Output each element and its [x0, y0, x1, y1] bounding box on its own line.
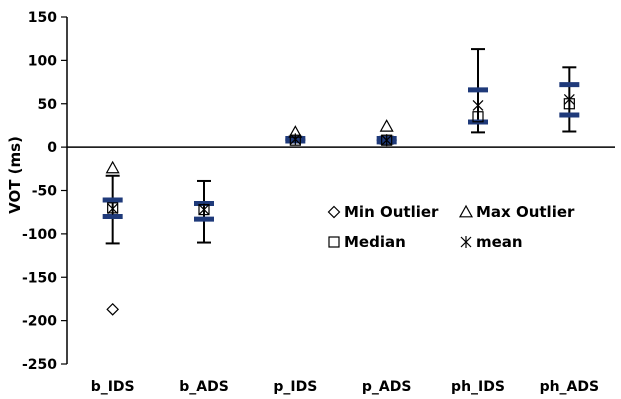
mean-marker — [198, 203, 210, 216]
x-tick-label: b_IDS — [91, 379, 135, 395]
x-tick-label: p_ADS — [362, 379, 412, 395]
y-tick-label: 100 — [28, 53, 57, 69]
legend-min-outlier-label: Min Outlier — [344, 203, 439, 221]
marks — [102, 48, 580, 316]
legend: Min Outlier Max Outlier Median mean — [327, 203, 575, 251]
y-axis-label: VOT (ms) — [6, 136, 24, 214]
y-tick-label: -200 — [22, 314, 57, 330]
y-tick-label: -50 — [32, 184, 58, 200]
median-marker — [328, 236, 340, 248]
mean-marker — [381, 134, 393, 147]
min-outlier-marker — [106, 302, 120, 316]
x-tick-label: p_IDS — [273, 379, 317, 395]
legend-mean-label: mean — [476, 233, 523, 251]
legend-median-label: Median — [344, 233, 406, 251]
y-tick-label: -100 — [22, 227, 57, 243]
legend-max-outlier-icon — [458, 204, 474, 218]
legend-max-outlier-label: Max Outlier — [476, 203, 575, 221]
box-p_IDS — [285, 125, 306, 146]
mean-marker — [460, 236, 472, 248]
max-outlier-marker — [379, 119, 394, 132]
median-marker — [472, 111, 484, 123]
max-outlier-marker — [105, 160, 120, 174]
y-tick-label: -250 — [22, 357, 57, 373]
y-tick-label: 0 — [47, 140, 57, 156]
y-tick-label: 50 — [38, 97, 58, 113]
mean-marker — [563, 93, 575, 106]
box-b_ADS — [194, 179, 214, 244]
x-tick-label: ph_ADS — [540, 379, 600, 395]
mean-marker — [289, 133, 301, 146]
legend-min-outlier-icon — [327, 205, 341, 219]
max-outlier-marker — [288, 125, 303, 138]
y-tick-label: 150 — [28, 10, 57, 26]
y-tick-label: -150 — [22, 270, 57, 286]
mean-marker — [107, 202, 119, 215]
x-tick-label: ph_IDS — [451, 379, 505, 395]
box-b_IDS — [102, 160, 123, 316]
axes: -250 -200 -150 -100 -50 0 50 100 150 b_IDS b_ADS p_… — [22, 10, 615, 395]
x-tick-label: b_ADS — [179, 379, 229, 395]
box-p_ADS — [376, 119, 397, 147]
box-ph_IDS — [468, 48, 488, 134]
mean-marker — [472, 99, 484, 112]
box-ph_ADS — [559, 66, 580, 133]
